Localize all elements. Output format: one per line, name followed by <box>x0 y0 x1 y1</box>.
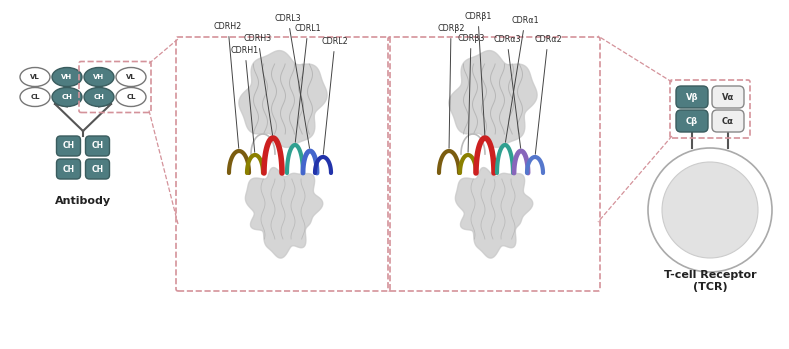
Circle shape <box>648 148 772 272</box>
Text: Antibody: Antibody <box>55 196 111 206</box>
Polygon shape <box>239 51 327 147</box>
Text: CL: CL <box>30 94 39 100</box>
Text: CDRα3: CDRα3 <box>493 35 521 148</box>
Text: Vβ: Vβ <box>686 92 698 102</box>
Text: T-cell Receptor
(TCR): T-cell Receptor (TCR) <box>664 270 757 292</box>
Text: CDRL1: CDRL1 <box>294 24 321 142</box>
Text: CDRβ3: CDRβ3 <box>458 34 484 152</box>
Text: CDRL2: CDRL2 <box>322 37 349 154</box>
Text: VH: VH <box>62 74 73 80</box>
FancyBboxPatch shape <box>57 136 80 156</box>
Ellipse shape <box>52 67 82 87</box>
FancyBboxPatch shape <box>712 86 744 108</box>
Polygon shape <box>449 51 537 147</box>
Text: CL: CL <box>126 94 136 100</box>
Ellipse shape <box>20 88 50 106</box>
FancyBboxPatch shape <box>85 159 110 179</box>
Polygon shape <box>245 168 323 258</box>
Text: CH: CH <box>92 141 103 150</box>
Text: VL: VL <box>126 74 136 80</box>
Text: CH: CH <box>94 94 104 100</box>
Ellipse shape <box>116 67 146 87</box>
Ellipse shape <box>52 88 82 106</box>
Text: CDRH1: CDRH1 <box>231 46 259 152</box>
Text: CH: CH <box>62 141 75 150</box>
Text: CDRH2: CDRH2 <box>214 22 242 148</box>
Polygon shape <box>455 168 533 258</box>
Text: Vα: Vα <box>722 92 734 102</box>
FancyBboxPatch shape <box>676 110 708 132</box>
Text: Cα: Cα <box>722 117 734 126</box>
Text: CDRβ1: CDRβ1 <box>464 12 492 135</box>
Text: CH: CH <box>62 164 75 173</box>
Text: CH: CH <box>92 164 103 173</box>
Ellipse shape <box>116 88 146 106</box>
Text: CDRL3: CDRL3 <box>275 14 309 148</box>
Ellipse shape <box>20 67 50 87</box>
Text: VL: VL <box>30 74 40 80</box>
FancyBboxPatch shape <box>57 159 80 179</box>
Ellipse shape <box>84 67 114 87</box>
FancyBboxPatch shape <box>85 136 110 156</box>
Text: VH: VH <box>93 74 105 80</box>
FancyBboxPatch shape <box>676 86 708 108</box>
Text: CDRα2: CDRα2 <box>534 35 562 154</box>
Text: CDRβ2: CDRβ2 <box>437 24 465 148</box>
Text: CDRα1: CDRα1 <box>506 16 539 142</box>
Text: Cβ: Cβ <box>686 117 698 126</box>
Text: CDRH3: CDRH3 <box>244 34 272 135</box>
Text: CH: CH <box>62 94 73 100</box>
Circle shape <box>662 162 758 258</box>
Ellipse shape <box>84 88 114 106</box>
FancyBboxPatch shape <box>712 110 744 132</box>
